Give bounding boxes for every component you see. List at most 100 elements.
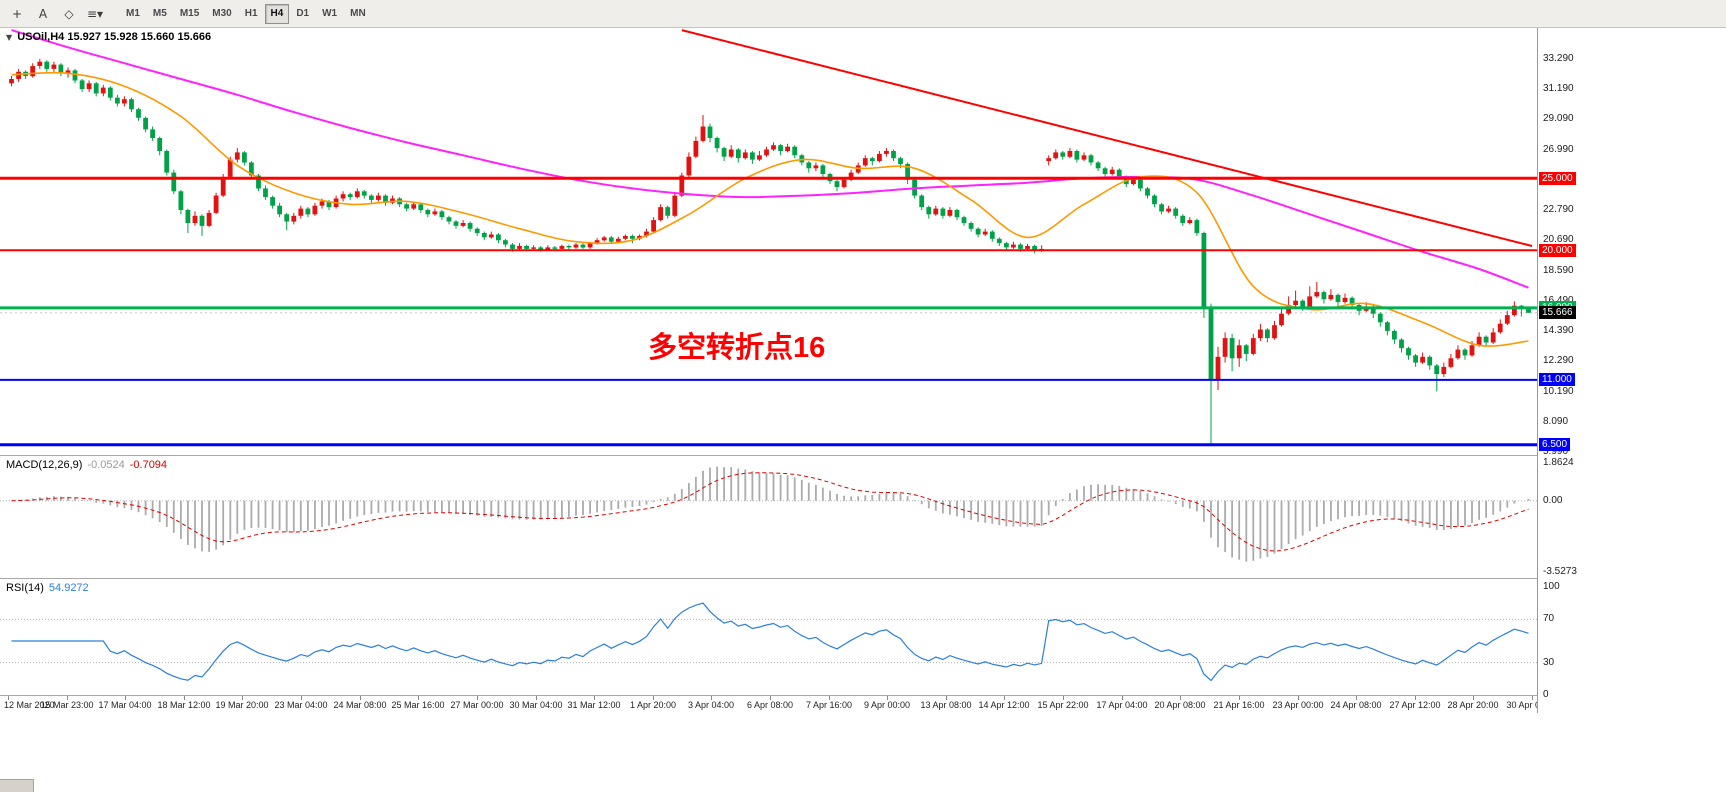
shapes-tool-icon[interactable]: ◇ (64, 6, 74, 21)
price-line-tag: 25.000 (1539, 172, 1576, 185)
text-tool-icon[interactable]: A (38, 6, 48, 21)
scale-label: 5.990 (1543, 446, 1569, 457)
scale-label: 33.290 (1543, 53, 1574, 64)
price-chart-panel[interactable]: ▼ USOil,H4 15.927 15.928 15.660 15.666 多… (0, 28, 1726, 455)
time-label: 7 Apr 16:00 (805, 700, 853, 710)
time-label: 23 Mar 04:00 (274, 700, 328, 710)
time-label: 25 Mar 16:00 (391, 700, 445, 710)
scale-label: 14.390 (1543, 325, 1574, 336)
time-tick (1356, 696, 1357, 700)
scale-label: 16.490 (1543, 295, 1574, 306)
time-label: 27 Apr 12:00 (1389, 700, 1441, 710)
scale-label: -3.5273 (1543, 566, 1577, 577)
scale-label: 70 (1543, 613, 1555, 624)
time-tick (1415, 696, 1416, 700)
time-label: 30 Apr 00:00 (1506, 700, 1558, 710)
rsi-plot[interactable] (0, 579, 1537, 695)
time-tick (301, 696, 302, 700)
chart-annotation: 多空转折点16 (648, 332, 826, 364)
price-line-tag: 6.500 (1539, 438, 1571, 451)
time-tick (594, 696, 595, 700)
timeframe-button-d1[interactable]: D1 (296, 8, 310, 19)
time-label: 23 Apr 00:00 (1272, 700, 1324, 710)
time-label: 24 Apr 08:00 (1330, 700, 1382, 710)
time-label: 30 Mar 04:00 (509, 700, 563, 710)
scale-label: 20.690 (1543, 234, 1574, 245)
time-label: 28 Apr 20:00 (1447, 700, 1499, 710)
current-price-tag: 15.666 (1539, 306, 1576, 319)
rsi-value: 54.9272 (48, 582, 89, 594)
time-tick (711, 696, 712, 700)
time-tick (1063, 696, 1064, 700)
timeframe-button-h1[interactable]: H1 (244, 8, 258, 19)
macd-plot[interactable] (0, 456, 1537, 578)
timeframe-button-h4[interactable]: H4 (264, 3, 290, 24)
statusbar-fragment (0, 779, 34, 792)
time-label: 24 Mar 08:00 (333, 700, 387, 710)
macd-name: MACD(12,26,9) (6, 459, 83, 471)
time-tick (1298, 696, 1299, 700)
timeframe-button-m30[interactable]: M30 (212, 8, 232, 19)
time-axis[interactable]: 12 Mar 2020 15 Mar 23:00 17 Mar 04:00 18 Ma… (0, 695, 1726, 713)
time-tick (184, 696, 185, 700)
macd-main-value: -0.0524 (87, 459, 125, 471)
time-tick (67, 696, 68, 700)
time-tick (242, 696, 243, 700)
time-tick (770, 696, 771, 700)
time-label: 14 Apr 12:00 (978, 700, 1030, 710)
timeframe-button-m5[interactable]: M5 (152, 8, 167, 19)
scale-label: 8.090 (1543, 416, 1569, 427)
time-label: 15 Mar 23:00 (40, 700, 94, 710)
symbol-ohlc-label: ▼ USOil,H4 15.927 15.928 15.660 15.666 (6, 31, 211, 43)
time-tick (477, 696, 478, 700)
candlestick-plot[interactable] (0, 28, 1537, 455)
time-label: 19 Mar 20:00 (215, 700, 269, 710)
macd-label: MACD(12,26,9) -0.0524 -0.7094 (6, 459, 172, 471)
timeframe-button-m15[interactable]: M15 (179, 8, 200, 19)
macd-panel[interactable]: MACD(12,26,9) -0.0524 -0.7094 (0, 455, 1726, 578)
scale-label: 26.990 (1543, 144, 1574, 155)
scale-label: 0.00 (1543, 495, 1563, 506)
symbol-name: USOil,H4 (17, 31, 65, 43)
time-label: 21 Apr 16:00 (1213, 700, 1265, 710)
indicators-dropdown-icon[interactable]: ≡▾ (86, 6, 104, 21)
time-label: 9 Apr 00:00 (863, 700, 911, 710)
time-label: 6 Apr 08:00 (746, 700, 794, 710)
time-tick (1532, 696, 1533, 700)
price-scale[interactable]: 33.29031.19029.09026.99024.89022.79020.6… (1537, 28, 1726, 713)
time-label: 12 Mar 2020 (4, 700, 55, 710)
time-tick (360, 696, 361, 700)
scale-label: 22.790 (1543, 204, 1574, 215)
time-tick (653, 696, 654, 700)
tool-group: + A ◇ ≡▾ (4, 3, 108, 25)
scale-label: 100 (1543, 581, 1560, 592)
scale-label: 18.590 (1543, 265, 1574, 276)
timeframe-group: M1 M5 M15 M30 H1 H4 D1 W1 MN (120, 3, 373, 24)
time-label: 17 Mar 04:00 (98, 700, 152, 710)
time-label: 31 Mar 12:00 (567, 700, 621, 710)
time-label: 27 Mar 00:00 (450, 700, 504, 710)
time-tick (1473, 696, 1474, 700)
time-tick (1180, 696, 1181, 700)
scale-label: 1.8624 (1543, 457, 1574, 468)
time-label: 3 Apr 04:00 (687, 700, 735, 710)
price-line-tag: 20.000 (1539, 244, 1576, 257)
time-label: 17 Apr 04:00 (1096, 700, 1148, 710)
rsi-name: RSI(14) (6, 582, 44, 594)
time-tick (829, 696, 830, 700)
time-label: 18 Mar 12:00 (157, 700, 211, 710)
timeframe-button-w1[interactable]: W1 (322, 8, 338, 19)
crosshair-tool-icon[interactable]: + (11, 6, 23, 21)
chart-window: ▼ USOil,H4 15.927 15.928 15.660 15.666 多… (0, 28, 1726, 713)
price-line-tag: 11.000 (1539, 373, 1575, 386)
scale-label: 0 (1543, 689, 1549, 700)
macd-signal-value: -0.7094 (129, 459, 168, 471)
time-tick (887, 696, 888, 700)
timeframe-button-m1[interactable]: M1 (126, 8, 140, 19)
timeframe-button-mn[interactable]: MN (350, 8, 366, 19)
scale-label: 31.190 (1543, 83, 1574, 94)
rsi-panel[interactable]: RSI(14) 54.9272 (0, 578, 1726, 695)
scale-label: 29.090 (1543, 113, 1574, 124)
time-tick (8, 696, 9, 700)
